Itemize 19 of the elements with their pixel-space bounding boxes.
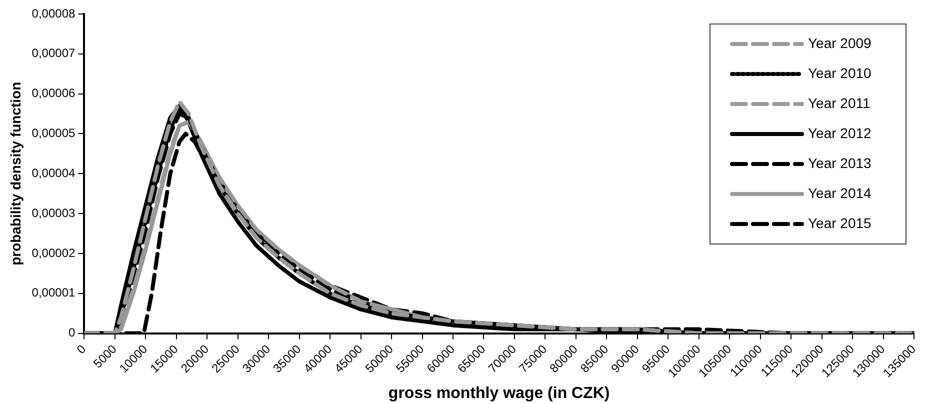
legend-label: Year 2010	[808, 64, 872, 81]
y-tick-label: 0,00008	[32, 6, 76, 20]
legend-label: Year 2011	[808, 94, 870, 111]
y-tick-label: 0	[68, 326, 76, 340]
legend-label: Year 2013	[808, 154, 872, 171]
y-tick-label: 0,00001	[32, 286, 76, 300]
y-tick-label: 0,00007	[32, 46, 76, 60]
y-tick-label: 0,00003	[32, 206, 76, 220]
legend-label: Year 2014	[808, 184, 872, 201]
x-tick-label: 0	[74, 342, 89, 357]
y-tick-label: 0,00004	[32, 166, 76, 180]
y-tick-label: 0,00002	[32, 246, 76, 260]
y-tick-label: 0,00005	[32, 126, 76, 140]
legend-label: Year 2009	[808, 34, 872, 51]
legend-label: Year 2015	[808, 214, 872, 231]
legend-label: Year 2012	[808, 124, 872, 141]
y-axis-title: probability density function	[7, 82, 24, 266]
y-tick-label: 0,00006	[32, 86, 76, 100]
x-axis-title: gross monthly wage (in CZK)	[388, 384, 610, 402]
